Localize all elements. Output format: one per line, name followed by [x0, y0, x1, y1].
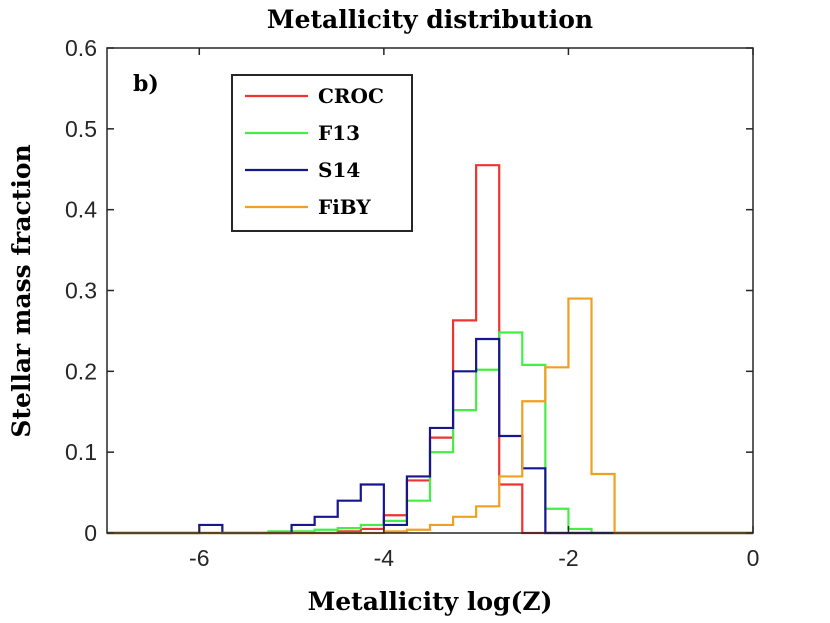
y-tick-label: 0.1 [65, 439, 97, 465]
series-s14-line [107, 337, 753, 535]
y-tick-label: 0.5 [65, 116, 97, 142]
legend-label-s14: S14 [318, 158, 360, 182]
y-tick-label: 0.2 [65, 358, 97, 384]
tick-labels: -6 -4 -2 0 0 0.1 0.2 0.3 0.4 0.5 0.6 [65, 35, 759, 571]
x-tick-label: 0 [747, 545, 760, 571]
x-tick-label: -2 [558, 545, 578, 571]
x-tick-label: -6 [189, 545, 209, 571]
x-tick-label: -4 [374, 545, 395, 571]
ticks [107, 47, 754, 534]
x-axis-label: Metallicity log(Z) [308, 587, 553, 616]
y-tick-label: 0 [84, 520, 97, 546]
panel-label: b) [133, 71, 159, 97]
legend: CROC F13 S14 FiBY [231, 74, 413, 232]
plot-lines [107, 164, 753, 535]
legend-label-fiby: FiBY [318, 195, 371, 219]
legend-label-f13: F13 [318, 121, 360, 145]
legend-box [231, 74, 413, 232]
y-tick-label: 0.3 [65, 278, 97, 304]
chart-title: Metallicity distribution [267, 5, 593, 34]
legend-label-croc: CROC [318, 84, 384, 108]
y-tick-label: 0.6 [65, 35, 97, 61]
legend-items: CROC F13 S14 FiBY [245, 84, 384, 219]
y-tick-label: 0.4 [65, 197, 97, 223]
y-axis-label: Stellar mass fraction [7, 144, 36, 437]
